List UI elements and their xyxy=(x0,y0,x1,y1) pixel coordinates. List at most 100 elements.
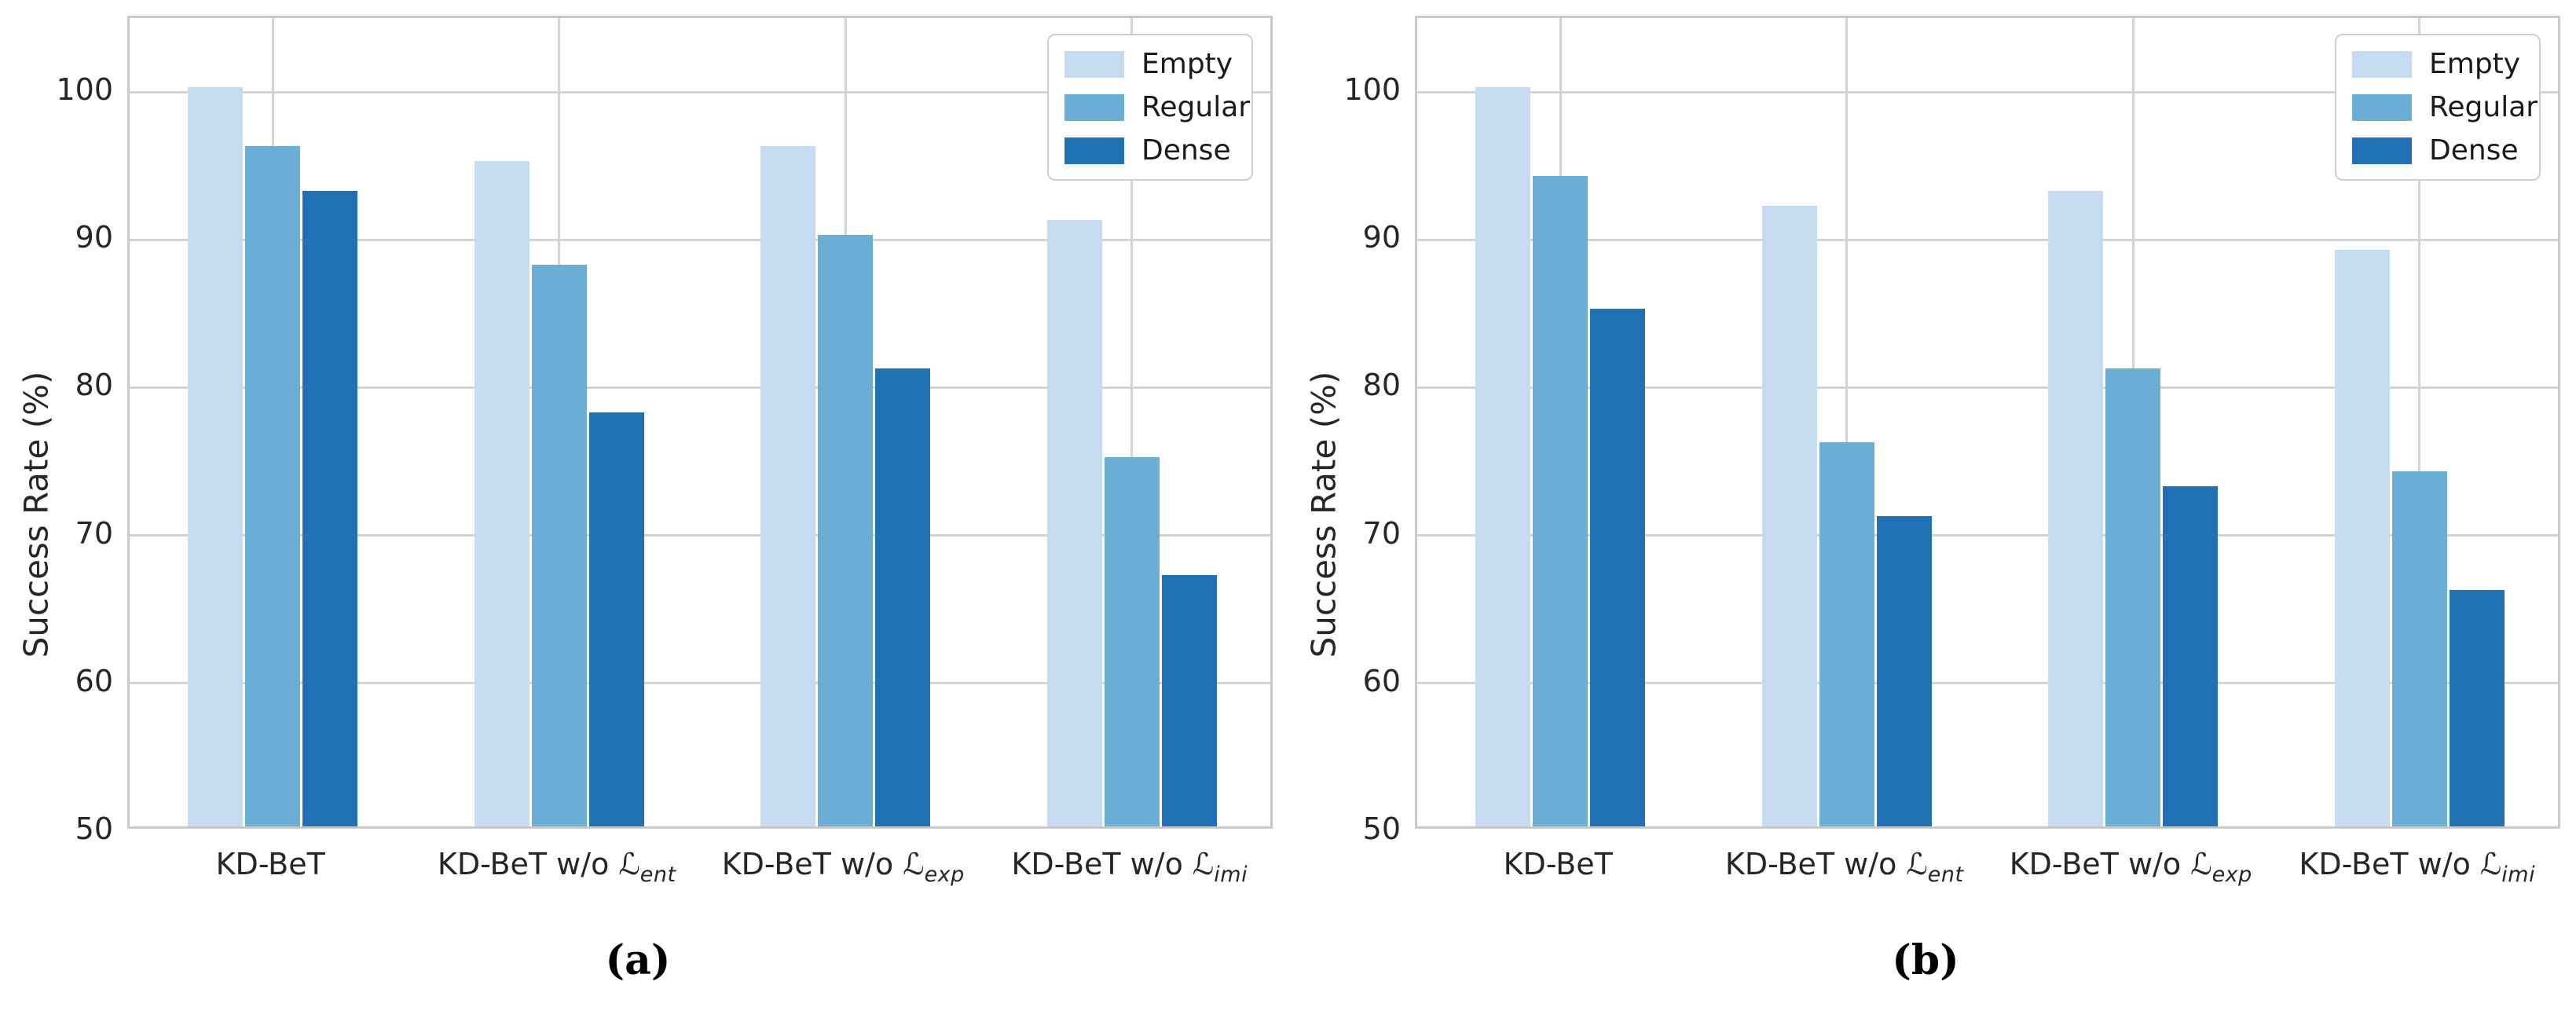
y-gridline xyxy=(1417,90,2558,93)
category-label-text: KD-BeT xyxy=(215,847,325,881)
y-gridline xyxy=(130,682,1270,685)
category-label-subscript: ent xyxy=(639,863,676,887)
y-gridline xyxy=(130,386,1270,389)
x-tick-label: KD-BeT w/o ℒexp xyxy=(1934,844,2327,896)
bar-dense xyxy=(2163,486,2219,826)
y-tick-label: 70 xyxy=(75,515,113,551)
bar-regular xyxy=(531,264,587,826)
category-label-mathcal: ℒ xyxy=(2479,847,2502,881)
bar-dense xyxy=(2449,589,2505,826)
y-gridline xyxy=(1417,682,2558,685)
bar-dense xyxy=(875,368,931,826)
bar-empty xyxy=(188,87,244,826)
category-label-subscript: imi xyxy=(2501,863,2536,887)
legend-label: Regular xyxy=(1141,91,1251,123)
y-gridline xyxy=(1417,386,2558,389)
y-tick-label: 100 xyxy=(56,72,113,108)
legend-label: Empty xyxy=(2429,48,2521,80)
y-tick-label: 70 xyxy=(1362,515,1401,551)
category-label-text: KD-BeT w/o xyxy=(1011,847,1193,881)
legend: Empty Regular Dense xyxy=(2335,34,2541,181)
panel-caption: (b) xyxy=(1892,936,1959,984)
category-label-text: KD-BeT w/o xyxy=(1724,847,1907,881)
bar-empty xyxy=(1475,87,1531,826)
bar-empty xyxy=(2048,190,2104,826)
legend-label: Regular xyxy=(2429,91,2538,123)
bar-empty xyxy=(1046,220,1102,826)
x-gridline xyxy=(1130,18,1134,826)
category-label-mathcal: ℒ xyxy=(2190,847,2212,881)
y-tick-label: 90 xyxy=(1362,220,1401,255)
y-gridline xyxy=(1417,238,2558,241)
legend-swatch-regular xyxy=(1064,93,1124,121)
x-gridline xyxy=(1845,18,1849,826)
legend-item: Dense xyxy=(1064,134,1251,167)
bar-dense xyxy=(588,412,644,826)
legend: Empty Regular Dense xyxy=(1047,34,1253,181)
bar-regular xyxy=(2391,471,2447,826)
bar-dense xyxy=(1876,515,1932,826)
legend-swatch-empty xyxy=(1064,50,1124,78)
bar-regular xyxy=(1533,176,1588,826)
category-label-text: KD-BeT w/o xyxy=(2299,847,2480,881)
panel-caption: (a) xyxy=(605,936,671,984)
legend-item: Empty xyxy=(1064,48,1251,80)
y-tick-label: 80 xyxy=(75,368,113,403)
category-label-mathcal: ℒ xyxy=(1192,847,1215,881)
legend-item: Regular xyxy=(1064,91,1251,123)
y-gridline xyxy=(1417,534,2558,537)
chart-panel-b: Success Rate (%) Empty Regular Dense (b) 5… xyxy=(1288,0,2576,1022)
category-label-subscript: exp xyxy=(924,863,965,887)
x-tick-label: KD-BeT w/o ℒent xyxy=(1648,844,2041,896)
bar-regular xyxy=(818,235,874,826)
y-tick-label: 60 xyxy=(75,663,113,698)
x-tick-label: KD-BeT xyxy=(74,844,467,896)
category-label-text: KD-BeT w/o xyxy=(2009,847,2191,881)
y-gridline xyxy=(130,90,1270,93)
legend-swatch-dense xyxy=(2352,137,2412,164)
y-tick-label: 90 xyxy=(75,220,113,255)
bar-dense xyxy=(302,190,358,826)
bar-dense xyxy=(1590,309,1646,826)
legend-swatch-regular xyxy=(2352,93,2412,121)
legend-label: Dense xyxy=(2429,134,2519,167)
y-tick-label: 60 xyxy=(1362,663,1401,698)
bar-regular xyxy=(2105,368,2161,826)
x-tick-label: KD-BeT w/o ℒimi xyxy=(2221,844,2576,896)
chart-panel-a: Success Rate (%) Empty Regular Dense (a) 5… xyxy=(17,16,1273,984)
bar-empty xyxy=(474,161,529,826)
bar-empty xyxy=(2334,250,2390,826)
legend-swatch-empty xyxy=(2352,50,2412,78)
y-tick-label: 50 xyxy=(1362,811,1401,846)
category-label-mathcal: ℒ xyxy=(903,847,925,881)
legend-swatch-dense xyxy=(1064,137,1124,164)
bar-empty xyxy=(1761,205,1817,826)
bar-regular xyxy=(245,146,301,826)
legend-item: Dense xyxy=(2352,134,2539,167)
y-tick-label: 50 xyxy=(75,811,113,846)
legend-label: Empty xyxy=(1141,48,1233,80)
y-gridline xyxy=(130,534,1270,537)
bar-regular xyxy=(1104,456,1160,826)
x-tick-label: KD-BeT w/o ℒexp xyxy=(647,844,1039,896)
category-label-mathcal: ℒ xyxy=(618,847,640,881)
x-tick-label: KD-BeT w/o ℒimi xyxy=(933,844,1326,896)
bar-regular xyxy=(1819,441,1874,826)
bar-empty xyxy=(760,146,816,826)
legend-label: Dense xyxy=(1141,134,1231,167)
x-tick-label: KD-BeT w/o ℒent xyxy=(361,844,753,896)
legend-item: Regular xyxy=(2352,91,2539,123)
plot-area: Empty Regular Dense xyxy=(1415,16,2560,829)
category-label-subscript: exp xyxy=(2211,863,2252,887)
category-label-subscript: imi xyxy=(1214,863,1248,887)
legend-item: Empty xyxy=(2352,48,2539,80)
category-label-mathcal: ℒ xyxy=(1906,847,1928,881)
x-tick-label: KD-BeT xyxy=(1361,844,1754,896)
bar-dense xyxy=(1161,575,1217,826)
category-label-text: KD-BeT xyxy=(1503,847,1613,881)
plot-area: Empty Regular Dense xyxy=(127,16,1273,829)
category-label-subscript: ent xyxy=(1927,863,1964,887)
category-label-text: KD-BeT w/o xyxy=(437,847,619,881)
x-gridline xyxy=(2418,18,2421,826)
